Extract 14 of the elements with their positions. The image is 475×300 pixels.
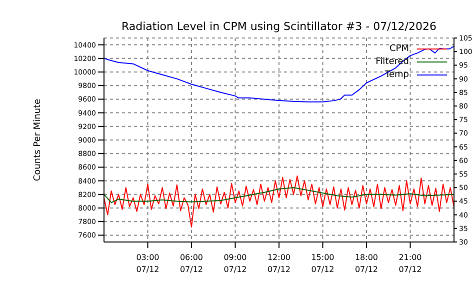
x-tick-label: 15:00 07/12 (311, 253, 334, 274)
legend-label: CPM (390, 44, 409, 54)
x-tick-label: 03:00 07/12 (136, 253, 160, 274)
line-series (104, 176, 454, 228)
line-series (104, 46, 454, 102)
x-tick-label: 12:00 07/12 (267, 253, 291, 274)
x-tick-label: 21:00 07/12 (398, 253, 422, 274)
y-axis-title: Counts Per Minute (33, 98, 43, 182)
x-tick-label: 18:00 07/12 (354, 253, 378, 274)
x-tick-label: 06:00 07/12 (180, 253, 204, 274)
legend-label: Temp (385, 70, 409, 80)
line-series (104, 187, 454, 204)
x-tick-label: 09:00 07/12 (224, 253, 247, 274)
chart-title: Radiation Level in CPM using Scintillator #3 - 07/12/2026 (120, 20, 438, 33)
